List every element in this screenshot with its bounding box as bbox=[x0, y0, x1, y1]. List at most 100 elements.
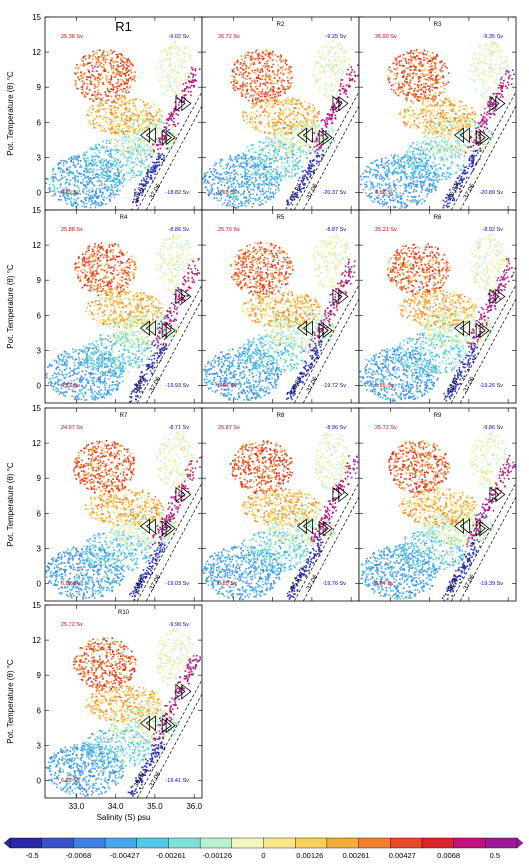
y-tick-label: 15 bbox=[32, 206, 41, 215]
x-tick-label: 33.0 bbox=[69, 802, 85, 811]
isopycnal-line bbox=[136, 482, 202, 601]
triangle-marker bbox=[489, 95, 500, 112]
y-tick-label: 6 bbox=[37, 509, 42, 518]
panel-label: R3 bbox=[434, 22, 442, 28]
blue-bottom-value: -19.03 Sv bbox=[165, 581, 189, 587]
colorbar-swatch bbox=[136, 837, 169, 849]
blue-transport-value: -8.71 Sv bbox=[169, 425, 190, 431]
isopycnal-line bbox=[450, 91, 516, 210]
triangle-marker bbox=[322, 520, 333, 537]
triangle-marker bbox=[338, 288, 349, 305]
y-tick-label: 0 bbox=[37, 579, 42, 588]
triangle-marker bbox=[145, 715, 156, 731]
panel-background bbox=[359, 210, 516, 403]
triangle-marker bbox=[139, 715, 150, 731]
colorbar-label: -0.0068 bbox=[66, 851, 91, 860]
scatter-points bbox=[359, 41, 516, 210]
colorbar-swatch bbox=[9, 837, 43, 849]
x-tick-label: 35.0 bbox=[147, 802, 163, 811]
red-transport-value: 25.72 Sv bbox=[375, 425, 397, 431]
blue-bottom-value: -19.41 Sv bbox=[165, 778, 189, 784]
triangle-marker bbox=[296, 518, 307, 534]
colorbar-swatch bbox=[104, 837, 138, 849]
blue-transport-value: -9.90 Sv bbox=[169, 622, 190, 628]
triangle-marker bbox=[296, 320, 307, 336]
colorbar-swatch bbox=[390, 837, 423, 849]
triangle-marker bbox=[302, 320, 313, 336]
blue-transport-value: -9.35 Sv bbox=[483, 34, 504, 40]
triangle-marker bbox=[175, 288, 186, 305]
colorbar-label: -0.00126 bbox=[202, 851, 232, 860]
triangle-marker bbox=[495, 288, 506, 305]
colorbar: -0.5 -0.0068 -0.00427 -0.00261 -0.00126 0 0.00… bbox=[3, 837, 524, 860]
triangle-marker bbox=[332, 95, 343, 112]
panel-frame bbox=[358, 209, 517, 404]
blue-bottom-value: -20.37 Sv bbox=[322, 190, 346, 196]
scatter-points bbox=[45, 41, 202, 210]
isopycnal-line bbox=[136, 91, 202, 210]
y-tick-label: 9 bbox=[37, 671, 42, 680]
blue-transport-value: -9.25 Sv bbox=[326, 34, 347, 40]
blue-transport-value: -9.02 Sv bbox=[169, 34, 190, 40]
triangle-marker bbox=[139, 127, 150, 143]
triangle-marker bbox=[453, 518, 464, 534]
panel-background bbox=[45, 408, 202, 601]
colorbar-swatch bbox=[231, 837, 264, 849]
triangle-marker bbox=[161, 717, 172, 734]
y-tick-label: 0 bbox=[37, 188, 42, 197]
red-transport-value: 25.72 Sv bbox=[61, 622, 83, 628]
y-tick-label: 9 bbox=[37, 83, 42, 92]
red-bottom-value: 6.85 Sv bbox=[61, 778, 80, 784]
triangle-marker bbox=[161, 322, 172, 339]
triangle-marker bbox=[296, 127, 307, 143]
y-axis-label: Pot. Temperature (θ) °C bbox=[6, 264, 15, 349]
colorbar-swatch bbox=[326, 837, 360, 849]
y-tick-label: 15 bbox=[32, 404, 41, 413]
y-tick-label: 6 bbox=[37, 311, 42, 320]
colorbar-swatch bbox=[263, 837, 296, 849]
blue-bottom-value: -19.72 Sv bbox=[322, 383, 346, 389]
isopycnal-line bbox=[293, 482, 359, 601]
triangle-marker bbox=[181, 683, 192, 700]
triangle-marker bbox=[181, 95, 192, 112]
triangle-marker bbox=[489, 486, 500, 503]
y-tick-label: 15 bbox=[32, 13, 41, 22]
triangle-marker bbox=[165, 520, 176, 537]
panel-frame bbox=[44, 604, 203, 799]
scatter-points bbox=[359, 233, 516, 403]
triangle-marker bbox=[181, 288, 192, 305]
isopycnal-line bbox=[136, 284, 202, 403]
triangle-marker bbox=[475, 129, 486, 146]
red-bottom-value: 6.84 Sv bbox=[375, 581, 394, 587]
blue-transport-value: -8.86 Sv bbox=[169, 227, 190, 233]
triangle-marker bbox=[322, 129, 333, 146]
y-axis-label: Pot. Temperature (θ) °C bbox=[6, 659, 15, 744]
triangle-marker bbox=[453, 127, 464, 143]
red-transport-value: 25.88 Sv bbox=[61, 227, 83, 233]
colorbar-label: 0.00126 bbox=[296, 851, 323, 860]
colorbar-swatch bbox=[41, 837, 74, 849]
triangle-marker bbox=[175, 95, 186, 112]
red-transport-value: 25.87 Sv bbox=[218, 425, 240, 431]
triangle-marker bbox=[145, 320, 156, 336]
colorbar-label: 0 bbox=[261, 851, 265, 860]
panel-label: R10 bbox=[118, 610, 130, 616]
red-bottom-value: 6.85 Sv bbox=[375, 383, 394, 389]
y-tick-label: 12 bbox=[32, 636, 41, 645]
panel-label: R1 bbox=[115, 19, 132, 34]
triangle-marker bbox=[139, 320, 150, 336]
y-tick-label: 9 bbox=[37, 474, 42, 483]
triangle-marker bbox=[165, 717, 176, 734]
y-tick-label: 6 bbox=[37, 706, 42, 715]
y-tick-label: 3 bbox=[37, 346, 42, 355]
y-tick-label: 15 bbox=[32, 601, 41, 610]
y-tick-label: 0 bbox=[37, 776, 42, 785]
triangle-marker bbox=[145, 518, 156, 534]
y-axis-label: Pot. Temperature (θ) °C bbox=[6, 71, 15, 156]
